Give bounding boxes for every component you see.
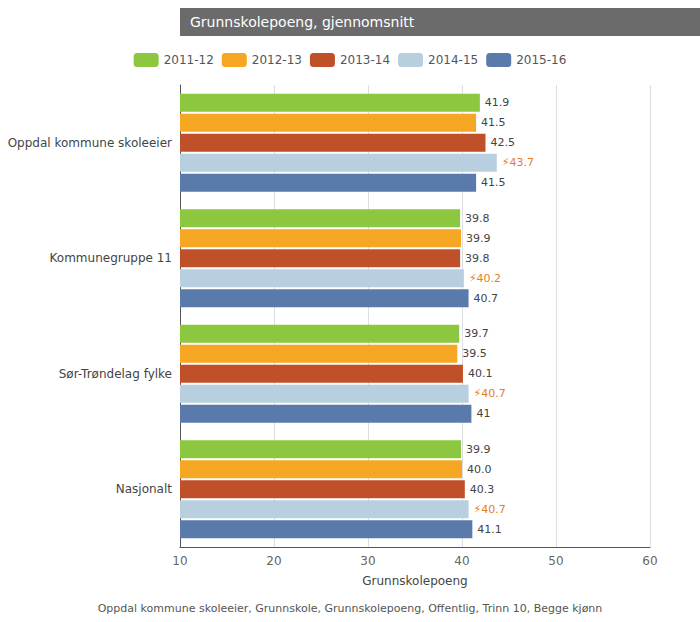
svg-text:Nasjonalt: Nasjonalt bbox=[116, 482, 173, 496]
svg-text:Grunnskolepoeng, gjennomsnitt: Grunnskolepoeng, gjennomsnitt bbox=[190, 14, 415, 30]
svg-text:⚡40.2: ⚡40.2 bbox=[469, 272, 501, 285]
svg-text:41.1: 41.1 bbox=[477, 523, 502, 536]
svg-text:39.9: 39.9 bbox=[466, 232, 491, 245]
svg-text:2013-14: 2013-14 bbox=[340, 53, 390, 67]
svg-text:2015-16: 2015-16 bbox=[516, 53, 566, 67]
svg-text:10: 10 bbox=[172, 554, 187, 568]
svg-text:20: 20 bbox=[266, 554, 281, 568]
svg-text:Kommunegruppe 11: Kommunegruppe 11 bbox=[50, 251, 172, 265]
svg-text:41.9: 41.9 bbox=[485, 96, 510, 109]
svg-text:41.5: 41.5 bbox=[481, 116, 506, 129]
svg-text:2014-15: 2014-15 bbox=[428, 53, 478, 67]
svg-text:39.9: 39.9 bbox=[466, 443, 491, 456]
svg-text:⚡40.7: ⚡40.7 bbox=[474, 503, 506, 516]
svg-text:39.8: 39.8 bbox=[465, 252, 490, 265]
svg-text:Oppdal kommune skoleeier, Grun: Oppdal kommune skoleeier, Grunnskole, Gr… bbox=[98, 602, 603, 615]
svg-text:39.7: 39.7 bbox=[464, 327, 489, 340]
svg-text:40.1: 40.1 bbox=[468, 367, 493, 380]
svg-text:41: 41 bbox=[476, 407, 490, 420]
svg-text:40.7: 40.7 bbox=[474, 292, 499, 305]
svg-text:42.5: 42.5 bbox=[491, 136, 516, 149]
svg-text:39.5: 39.5 bbox=[462, 347, 487, 360]
svg-text:40.3: 40.3 bbox=[470, 483, 495, 496]
svg-text:60: 60 bbox=[642, 554, 657, 568]
svg-text:50: 50 bbox=[548, 554, 563, 568]
svg-text:2012-13: 2012-13 bbox=[252, 53, 302, 67]
svg-text:⚡43.7: ⚡43.7 bbox=[502, 156, 534, 169]
svg-text:2011-12: 2011-12 bbox=[164, 53, 214, 67]
svg-text:Sør-Trøndelag fylke: Sør-Trøndelag fylke bbox=[59, 367, 172, 381]
svg-text:39.8: 39.8 bbox=[465, 212, 490, 225]
svg-text:⚡40.7: ⚡40.7 bbox=[474, 387, 506, 400]
svg-text:41.5: 41.5 bbox=[481, 176, 506, 189]
svg-text:40.0: 40.0 bbox=[467, 463, 492, 476]
svg-text:30: 30 bbox=[360, 554, 375, 568]
svg-text:Oppdal kommune skoleeier: Oppdal kommune skoleeier bbox=[8, 136, 172, 150]
svg-text:40: 40 bbox=[454, 554, 469, 568]
svg-text:Grunnskolepoeng: Grunnskolepoeng bbox=[362, 574, 467, 588]
